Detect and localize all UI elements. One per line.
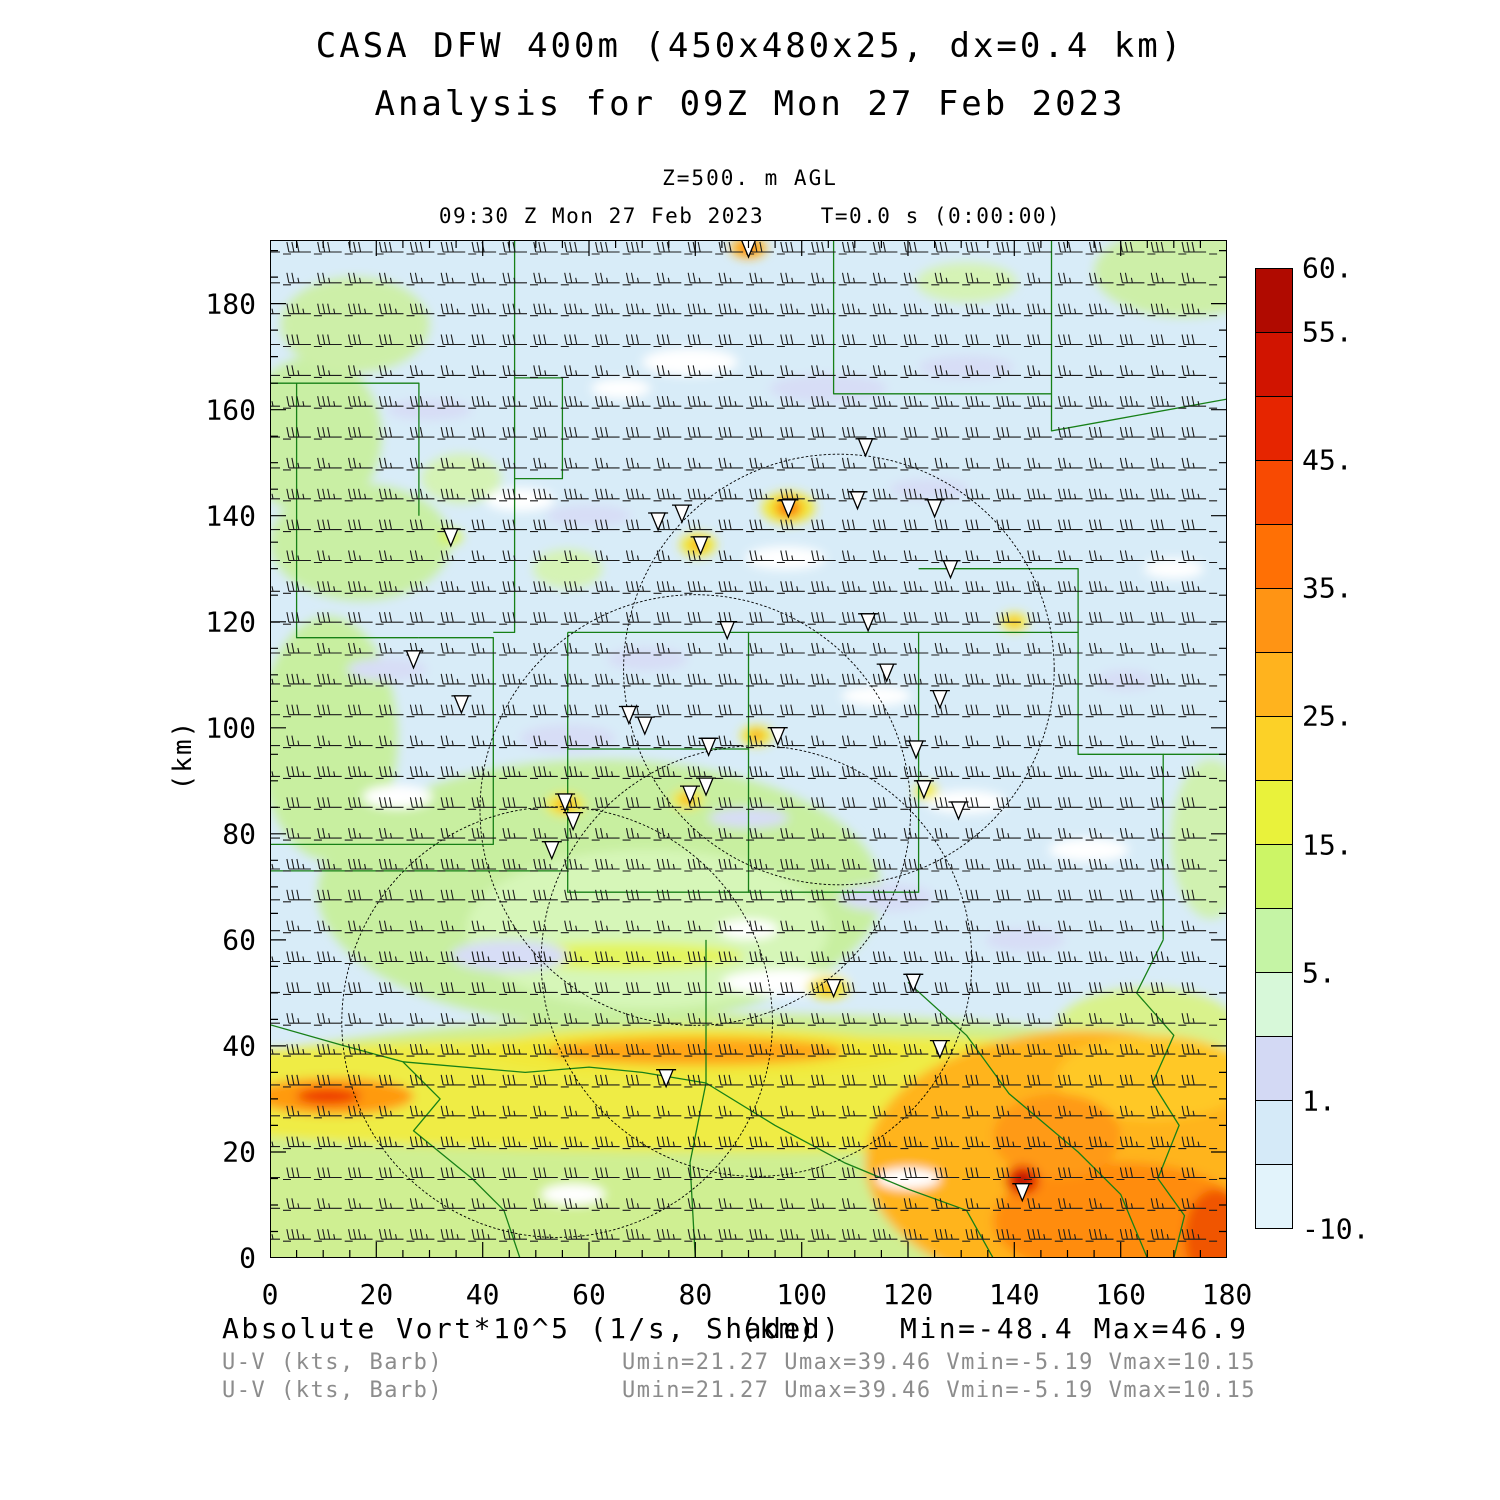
map-svg — [255, 239, 1228, 1259]
x-tick-label: 80 — [678, 1278, 713, 1311]
x-tick-label: 160 — [1095, 1278, 1146, 1311]
colorbar-cell — [1256, 909, 1292, 973]
radar-site-markers — [403, 239, 1033, 1203]
colorbar-tick-label: 1. — [1302, 1084, 1336, 1118]
colorbar-cell — [1256, 653, 1292, 717]
y-tick-label: 120 — [205, 605, 256, 639]
colorbar-tick-label: 60. — [1302, 251, 1353, 285]
colorbar-cell — [1256, 461, 1292, 525]
colorbar-cell — [1256, 845, 1292, 909]
y-tick-label: 40 — [222, 1029, 256, 1063]
map-panel — [255, 239, 1228, 1259]
page-subtitle: Analysis for 09Z Mon 27 Feb 2023 — [374, 84, 1126, 124]
time-label: 09:30 Z Mon 27 Feb 2023 T=0.0 s (0:00:00… — [438, 204, 1062, 228]
x-axis-unit-label: (km) — [740, 1312, 818, 1345]
y-tick-label: 60 — [222, 923, 256, 957]
wind-minmax-label-1: Umin=21.27 Umax=39.46 Vmin=-5.19 Vmax=10… — [622, 1350, 1257, 1375]
colorbar-tick-label: 15. — [1302, 828, 1353, 862]
wind-minmax-label-2: Umin=21.27 Umax=39.46 Vmin=-5.19 Vmax=10… — [622, 1378, 1257, 1403]
colorbar-cell — [1256, 397, 1292, 461]
y-tick-label: 180 — [205, 287, 256, 321]
x-tick-label: 60 — [572, 1278, 606, 1311]
colorbar-cell — [1256, 717, 1292, 781]
y-tick-label: 80 — [222, 817, 256, 851]
y-tick-label: 20 — [222, 1135, 256, 1169]
x-tick-label: 0 — [261, 1278, 279, 1311]
colorbar-tick-label: 55. — [1302, 315, 1353, 349]
colorbar-cell — [1256, 973, 1292, 1037]
field-legend-label: Absolute Vort*10^5 (1/s, Shaded) — [222, 1312, 842, 1345]
level-label: Z=500. m AGL — [662, 166, 838, 190]
x-tick-label: 20 — [359, 1278, 394, 1311]
x-tick-label: 140 — [989, 1278, 1040, 1311]
y-tick-label: 140 — [205, 499, 256, 533]
field-minmax-label: Min=-48.4 Max=46.9 — [900, 1312, 1249, 1345]
colorbar-cell — [1256, 1101, 1292, 1165]
colorbar-tick-label: 45. — [1302, 443, 1353, 477]
map-border — [270, 240, 1227, 1258]
y-tick-label: 160 — [205, 393, 256, 427]
colorbar-cell — [1256, 1165, 1292, 1228]
wind-legend-label-1: U-V (kts, Barb) — [222, 1350, 444, 1375]
colorbar-cell — [1256, 1037, 1292, 1101]
colorbar-cell — [1256, 269, 1292, 333]
y-axis-unit-label: (km) — [168, 719, 198, 791]
colorbar-cell — [1256, 333, 1292, 397]
x-tick-label: 100 — [776, 1278, 827, 1311]
colorbar-cell — [1256, 781, 1292, 845]
colorbar-tick-label: 35. — [1302, 571, 1353, 605]
colorbar-tick-label: 5. — [1302, 956, 1336, 990]
wind-barbs — [255, 241, 1218, 1242]
x-tick-label: 120 — [882, 1278, 934, 1311]
colorbar-cell — [1256, 589, 1292, 653]
colorbar-cell — [1256, 525, 1292, 589]
colorbar-tick-label: 25. — [1302, 699, 1353, 733]
x-tick-label: 180 — [1201, 1278, 1253, 1311]
wind-legend-label-2: U-V (kts, Barb) — [222, 1378, 444, 1403]
x-tick-label: 40 — [465, 1278, 500, 1311]
colorbar — [1255, 268, 1293, 1229]
page-title: CASA DFW 400m (450x480x25, dx=0.4 km) — [315, 26, 1185, 66]
y-tick-label: 0 — [239, 1241, 256, 1275]
colorbar-tick-label: -10. — [1302, 1212, 1370, 1246]
y-tick-label: 100 — [205, 711, 256, 745]
